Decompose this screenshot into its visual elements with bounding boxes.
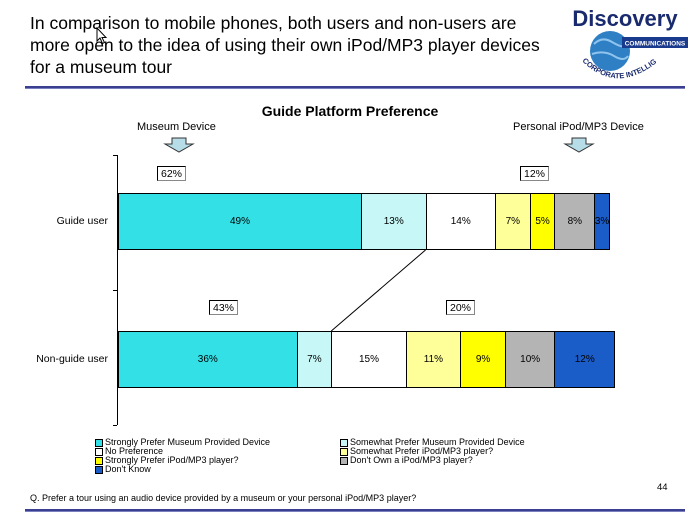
bar-segment: 11% [405,331,462,388]
bar-segment: 7% [494,193,531,250]
bar-segment: 14% [425,193,496,250]
bar-segment: 15% [331,331,407,388]
bar-value-label: 13% [383,216,404,227]
bar-value-label: 11% [423,354,444,365]
bar-value-label: 36% [197,354,218,365]
bar-segment: 13% [361,193,427,250]
bar-value-label: 5% [535,216,550,227]
chart-title: Guide Platform Preference [261,103,439,119]
legend-item: Strongly Prefer iPod/MP3 player? [95,455,239,465]
bar-value-label: 12% [574,354,595,365]
bar-value-label: 7% [307,354,322,365]
category-label: Non-guide user [36,352,108,365]
page-number: 44 [657,482,668,493]
bar-segment: 49% [118,193,363,250]
legend-item: Somewhat Prefer iPod/MP3 player? [340,446,493,456]
museum-device-label: Museum Device [137,121,216,133]
connector-line [330,249,426,332]
museum-summary-box: 43% [209,300,239,315]
museum-arrow-icon [163,137,195,153]
bar-value-label: 9% [475,354,491,365]
logo-brand-text: Discovery [572,6,678,31]
legend-swatch [95,447,103,456]
bar-segment: 5% [529,193,556,250]
y-axis-tick [113,155,117,156]
y-axis-tick [113,425,117,426]
personal-summary-box: 12% [520,166,550,181]
bar-value-label: 7% [505,216,521,227]
footer-divider [25,509,685,512]
y-axis-tick [113,290,117,291]
bar-value-label: 10% [520,354,541,365]
bar-segment: 10% [504,331,556,388]
bar-segment: 36% [118,331,298,388]
legend-swatch [340,447,348,456]
bar-segment: 3% [594,193,611,250]
y-axis-line [117,155,118,425]
personal-device-label: Personal iPod/MP3 Device [513,121,644,133]
personal-summary-box: 20% [446,300,476,315]
slide-headline: In comparison to mobile phones, both use… [30,12,550,78]
bar-segment: 9% [460,331,506,388]
logo-sub-text: COMMUNICATIONS [625,41,686,48]
bar-value-label: 8% [567,216,583,227]
bar-segment: 7% [296,331,333,388]
bar-value-label: 15% [358,354,379,365]
mouse-cursor-icon [96,27,108,45]
legend-swatch [340,456,348,465]
legend-swatch [340,438,348,447]
legend-swatch [95,465,103,474]
bar-segment: 8% [554,193,596,250]
legend-item: No Preference [95,446,163,456]
legend-item: Somewhat Prefer Museum Provided Device [340,437,525,447]
personal-arrow-icon [563,137,595,153]
headline-line-1: In comparison to mobile phones, both use… [30,13,517,33]
legend-swatch [95,456,103,465]
headline-line-2: more open to the idea of using their own… [30,35,540,55]
discovery-logo: Discovery COMMUNICATIONS CORPORATE INTEL… [560,6,688,80]
bar-value-label: 49% [230,216,251,227]
legend-swatch [95,438,103,447]
legend-item: Don't Know [95,464,151,474]
header-divider [25,86,685,89]
legend-item: Strongly Prefer Museum Provided Device [95,437,270,447]
museum-summary-box: 62% [157,166,187,181]
footnote: Q. Prefer a tour using an audio device p… [30,493,417,503]
category-label: Guide user [56,214,108,227]
bar-value-label: 14% [450,216,471,227]
headline-line-3: for a museum tour [30,57,172,77]
logo-banner [622,37,688,48]
bar-value-label: 3% [594,216,610,227]
legend-item: Don't Own a iPod/MP3 player? [340,455,473,465]
bar-segment: 12% [554,331,615,388]
